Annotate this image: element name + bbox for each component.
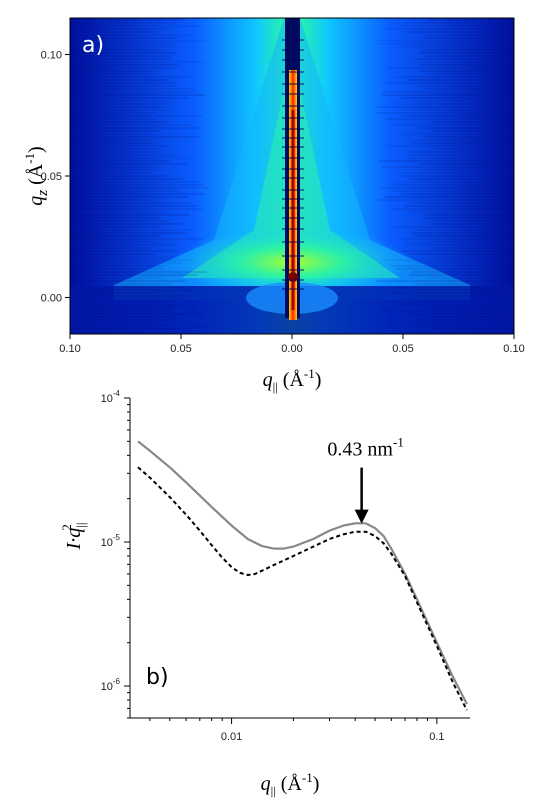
a-y-tick-label: 0.10 — [41, 49, 62, 61]
b-y-tick-label: 10-4 — [101, 389, 121, 405]
a-x-tick-label: 0.05 — [392, 343, 413, 355]
b-x-tick-label: 0.01 — [221, 731, 242, 743]
panel-a-x-axis-label: q|| (Å-1) — [263, 366, 322, 394]
arrow-head — [354, 509, 369, 524]
series-line-solid — [137, 440, 468, 705]
heatmap-image — [70, 18, 514, 334]
panel-b-series — [137, 440, 468, 711]
b-x-tick-label: 0.1 — [429, 731, 444, 743]
panel-b-y-axis-label: I·q||2 — [59, 523, 88, 551]
a-x-tick-label: 0.05 — [170, 343, 191, 355]
peak-annotation-text: 0.43 nm-1 — [327, 435, 403, 461]
panel-b-label: b) — [146, 665, 169, 690]
b-y-tick-label: 10-5 — [101, 533, 121, 549]
peak-annotation-arrow — [354, 467, 369, 524]
heatmap-rows — [70, 19, 514, 333]
a-y-tick-label: 0.00 — [41, 293, 62, 305]
panel-a-y-axis-label: qz (Å-1) — [22, 146, 51, 205]
a-x-tick-label: 0.10 — [59, 343, 80, 355]
panel-b-x-axis-label: q|| (Å-1) — [261, 770, 320, 798]
panel-a-axes: 0.10 0.05 0.00 0.05 0.10 0.00 0.05 0.10 — [41, 49, 525, 355]
a-y-tick-label: 0.05 — [41, 171, 62, 183]
b-y-tick-label: 10-6 — [101, 677, 121, 693]
panel-a: 0.10 0.05 0.00 0.05 0.10 0.00 0.05 0.10 a) q|| … — [22, 17, 525, 394]
a-x-tick-label: 0.10 — [503, 343, 524, 355]
series-line-dashed — [137, 466, 468, 711]
panel-b-axes: 0.01 0.1 10-6 10-5 10-4 — [101, 389, 470, 743]
panel-a-label: a) — [82, 33, 104, 58]
a-x-tick-label: 0.00 — [281, 343, 302, 355]
specular-core — [291, 110, 295, 310]
panel-b: 0.01 0.1 10-6 10-5 10-4 b) 0.43 nm-1 q|| (Å-… — [59, 389, 470, 798]
